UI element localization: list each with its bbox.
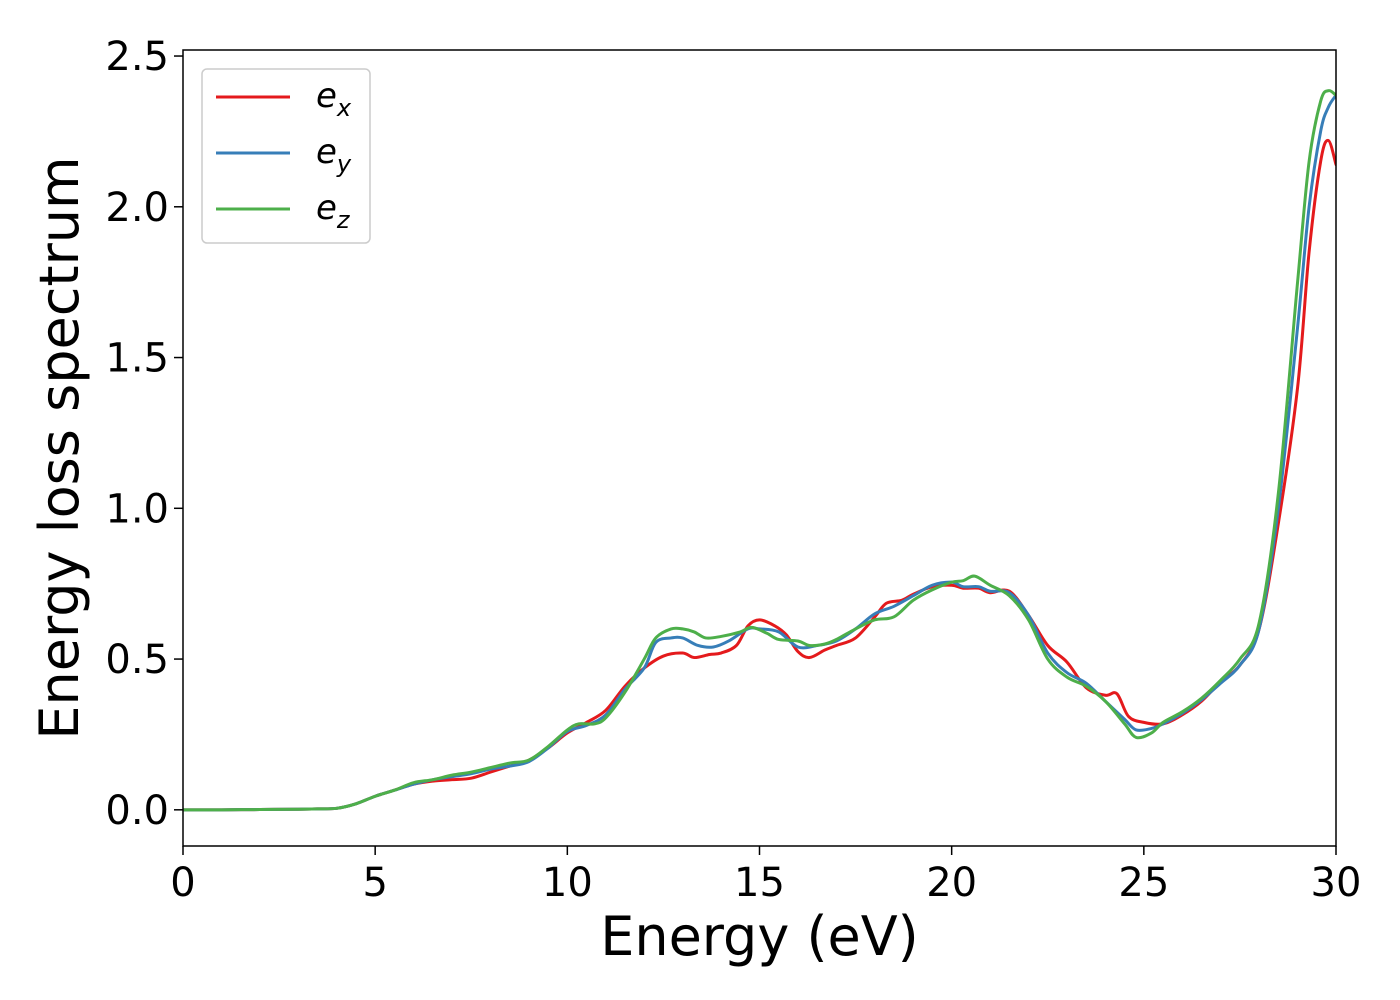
x-axis-label: Energy (eV) [600,905,919,968]
y-tick-label: 1.5 [105,336,169,382]
x-tick-label: 5 [362,860,387,906]
series-layer [183,89,1336,812]
legend-label-e-x: ex [316,76,352,122]
y-axis-label: Energy loss spectrum [28,156,91,739]
y-tick-label: 1.0 [105,486,169,532]
x-tick-label: 15 [734,860,785,906]
y-axis: 0.0 0.5 1.0 1.5 2.0 2.5 [105,34,183,834]
y-tick-label: 0.5 [105,637,169,683]
y-tick-label: 0.0 [105,788,169,834]
x-tick-label: 0 [170,860,195,906]
legend-label-e-z: ez [316,188,351,234]
x-tick-label: 30 [1311,860,1362,906]
x-tick-label: 10 [542,860,593,906]
legend-box [201,68,371,244]
legend-label-e-y: ey [316,132,352,178]
x-tick-label: 20 [926,860,977,906]
y-tick-label: 2.5 [105,34,169,80]
series-line-e-z [183,89,1336,812]
x-axis: 0 5 10 15 20 25 30 [170,846,1361,906]
legend: ex ey ez [201,68,371,244]
y-tick-label: 2.0 [105,185,169,231]
x-tick-label: 25 [1118,860,1169,906]
